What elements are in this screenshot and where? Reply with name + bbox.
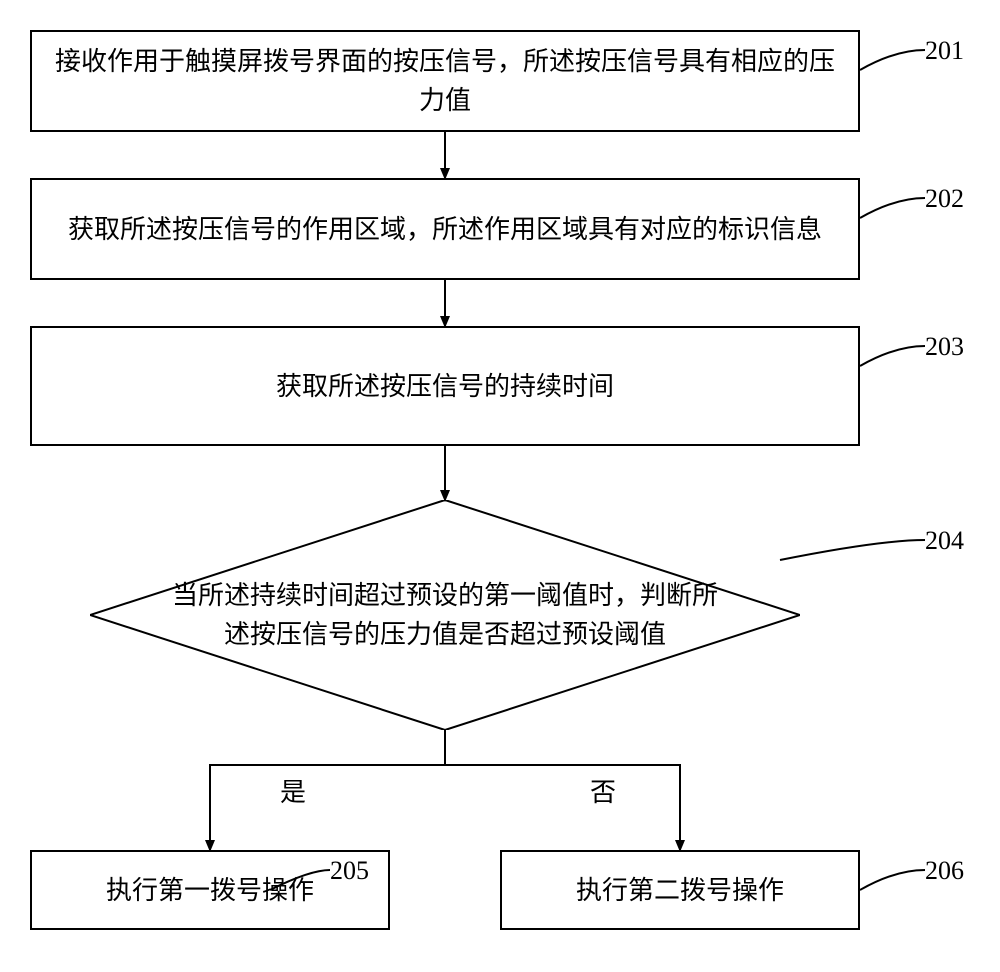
branch-no-label: 否	[590, 772, 616, 809]
id-label-201: 201	[925, 36, 964, 66]
branch-yes-label: 是	[280, 772, 306, 809]
connectors	[0, 0, 1000, 972]
id-label-203: 203	[925, 332, 964, 362]
id-label-206: 206	[925, 856, 964, 886]
step-206: 执行第二拨号操作	[500, 850, 860, 930]
step-202: 获取所述按压信号的作用区域，所述作用区域具有对应的标识信息	[30, 178, 860, 280]
flowchart-canvas: 接收作用于触摸屏拨号界面的按压信号，所述按压信号具有相应的压力值 获取所述按压信…	[0, 0, 1000, 972]
step-204: 当所述持续时间超过预设的第一阈值时，判断所述按压信号的压力值是否超过预设阈值	[90, 500, 800, 730]
step-203: 获取所述按压信号的持续时间	[30, 326, 860, 446]
step-203-text: 获取所述按压信号的持续时间	[276, 367, 614, 406]
step-201-text: 接收作用于触摸屏拨号界面的按压信号，所述按压信号具有相应的压力值	[48, 42, 842, 120]
step-205-text: 执行第一拨号操作	[106, 871, 314, 910]
step-202-text: 获取所述按压信号的作用区域，所述作用区域具有对应的标识信息	[68, 210, 822, 249]
step-201: 接收作用于触摸屏拨号界面的按压信号，所述按压信号具有相应的压力值	[30, 30, 860, 132]
step-206-text: 执行第二拨号操作	[576, 871, 784, 910]
id-label-205: 205	[330, 856, 369, 886]
id-label-204: 204	[925, 526, 964, 556]
step-204-text: 当所述持续时间超过预设的第一阈值时，判断所述按压信号的压力值是否超过预设阈值	[170, 576, 720, 654]
id-label-202: 202	[925, 184, 964, 214]
